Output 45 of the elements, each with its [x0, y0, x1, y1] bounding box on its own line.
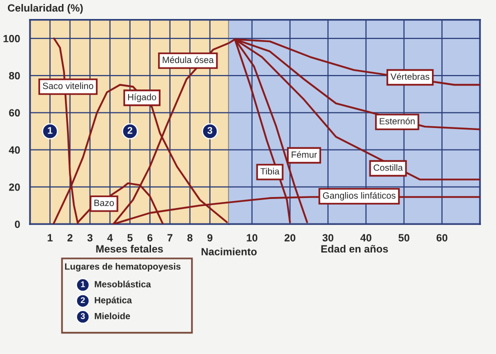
x-tick-label: 30 [322, 234, 334, 242]
x-axis-title: Meses fetales [96, 244, 163, 253]
text: Hepática [94, 296, 132, 306]
text: 1 [81, 281, 85, 288]
text: Lugares de hematopoyesis [65, 263, 181, 272]
x-tick-label: 9 [207, 234, 212, 242]
x-tick-label: 8 [187, 234, 192, 242]
series-label: Vértebras [390, 73, 430, 80]
text: Mesoblástica [94, 280, 151, 288]
annotation: 2 [128, 126, 132, 134]
series-label: Hígado [128, 94, 156, 102]
text: Mieloide [94, 312, 130, 320]
series-label: Saco vitelino [42, 82, 94, 90]
y-tick-label: 100 [4, 34, 20, 42]
y-tick-label: 40 [8, 146, 20, 154]
series-label: Esternón [380, 118, 415, 124]
x-tick-label: 50 [398, 234, 410, 242]
x-tick-label: 6 [147, 234, 152, 242]
x-tick-label: 4 [107, 234, 113, 242]
x-axis-title: Edad en años [321, 244, 388, 253]
x-tick-label: 2 [67, 234, 72, 242]
y-tick-label: 20 [9, 183, 20, 191]
x-tick-label: 40 [360, 234, 372, 242]
text: 3 [80, 313, 85, 320]
series-label: Bazo [94, 200, 114, 206]
series-label: Fémur [292, 151, 317, 158]
text: 2 [80, 297, 85, 304]
y-tick-label: 80 [9, 72, 20, 80]
x-tick-label: 5 [127, 234, 133, 242]
x-tick-label: 60 [436, 234, 448, 242]
x-tick-label: 20 [284, 234, 296, 242]
annotation: 3 [207, 126, 212, 134]
x-tick-label: 7 [167, 234, 172, 242]
series-label: Médula ósea [162, 56, 214, 64]
series-label: Tibia [260, 168, 280, 175]
annotation: 1 [48, 127, 52, 134]
x-tick-label: 1 [48, 234, 53, 242]
x-tick-label: 3 [87, 234, 92, 242]
x-tick-label: 10 [246, 234, 258, 242]
series-label: Costilla [374, 164, 403, 171]
y-tick-label: 60 [9, 109, 20, 117]
y-axis-title: Celularidad (%) [8, 4, 83, 14]
text: Nacimiento [202, 248, 257, 256]
series-label: Ganglios linfáticos [322, 192, 396, 200]
y-tick-label: 0 [14, 220, 20, 228]
